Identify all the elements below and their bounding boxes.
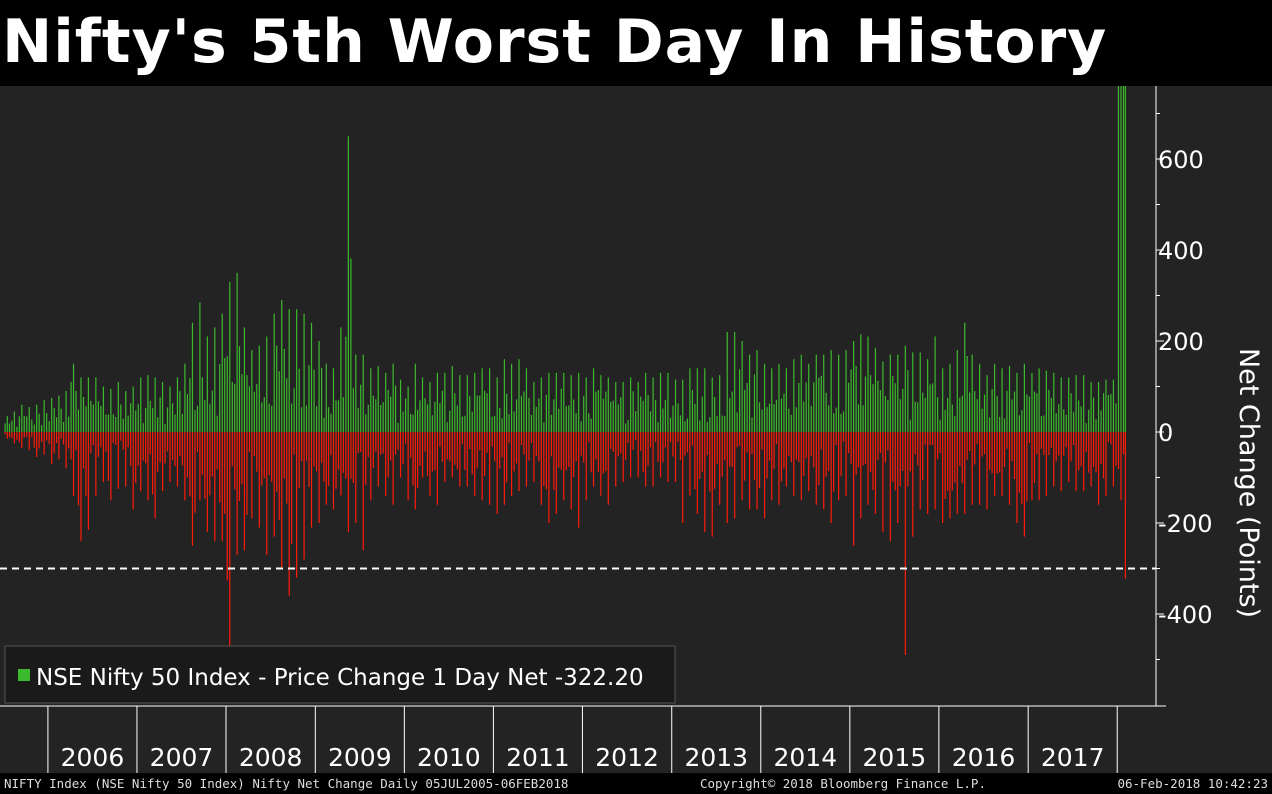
- y-tick-label: 0: [1158, 419, 1173, 447]
- legend-box: [4, 645, 676, 704]
- footer: NIFTY Index (NSE Nifty 50 Index) Nifty N…: [0, 773, 1272, 794]
- y-tick-label: -400: [1158, 601, 1212, 629]
- x-tick-label: 2017: [1041, 743, 1105, 772]
- footer-timestamp: 06-Feb-2018 10:42:23: [1117, 776, 1268, 791]
- y-axis-ticks: 600 400 200 0 -200 -400: [1156, 113, 1212, 660]
- footer-copyright: Copyright© 2018 Bloomberg Finance L.P.: [700, 776, 986, 791]
- positive-bars: [4, 86, 1126, 432]
- x-tick-label: 2007: [150, 743, 214, 772]
- chart-title: Nifty's 5th Worst Day In History: [2, 7, 1108, 77]
- legend: NSE Nifty 50 Index - Price Change 1 Day …: [4, 645, 676, 704]
- title-bar: Nifty's 5th Worst Day In History: [0, 0, 1272, 86]
- x-tick-label: 2012: [595, 743, 659, 772]
- y-tick-label: -200: [1158, 510, 1212, 538]
- y-tick-label: 600: [1158, 146, 1204, 174]
- x-tick-label: 2014: [773, 743, 837, 772]
- x-tick-label: 2010: [417, 743, 481, 772]
- y-tick-label: 200: [1158, 328, 1204, 356]
- x-tick-label: 2006: [61, 743, 125, 772]
- legend-label: NSE Nifty 50 Index - Price Change 1 Day …: [36, 665, 644, 691]
- y-axis-label: Net Change (Points): [1233, 348, 1264, 618]
- y-tick-label: 400: [1158, 237, 1204, 265]
- negative-bars: [4, 432, 1126, 655]
- x-tick-label: 2015: [863, 743, 927, 772]
- x-tick-label: 2011: [506, 743, 570, 772]
- x-tick-label: 2013: [684, 743, 748, 772]
- x-axis-ticks: 2006 2007 2008 2009 2010 2011 2012 2013 2014 2015…: [47, 706, 1118, 773]
- footer-source: NIFTY Index (NSE Nifty 50 Index) Nifty N…: [4, 776, 569, 791]
- x-tick-label: 2008: [239, 743, 303, 772]
- legend-swatch: [18, 669, 30, 681]
- x-tick-label: 2016: [952, 743, 1016, 772]
- x-tick-label: 2009: [328, 743, 392, 772]
